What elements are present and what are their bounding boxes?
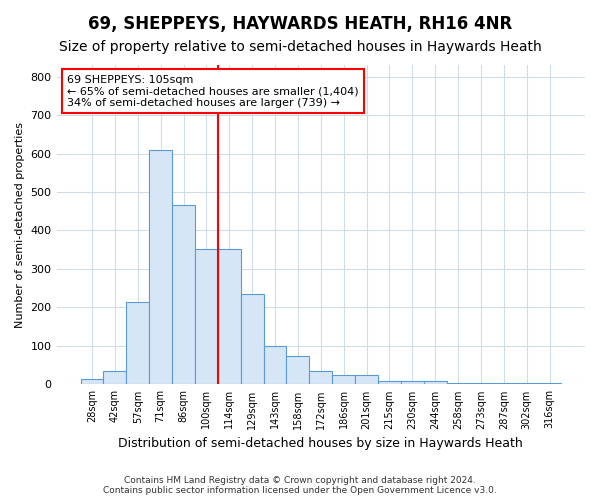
Text: 69 SHEPPEYS: 105sqm
← 65% of semi-detached houses are smaller (1,404)
34% of sem: 69 SHEPPEYS: 105sqm ← 65% of semi-detach… (67, 74, 359, 108)
Bar (378, 380, 401, 384)
X-axis label: Distribution of semi-detached houses by size in Haywards Heath: Distribution of semi-detached houses by … (118, 437, 523, 450)
Bar (195, 249, 218, 384)
Bar (355, 375, 378, 384)
Bar (401, 380, 424, 384)
Bar (80, 378, 103, 384)
Bar (286, 356, 310, 384)
Bar (149, 150, 172, 384)
Bar (424, 380, 446, 384)
Bar (332, 375, 355, 384)
Bar (218, 249, 241, 384)
Bar (241, 294, 263, 384)
Bar (103, 371, 127, 384)
Y-axis label: Number of semi-detached properties: Number of semi-detached properties (15, 122, 25, 328)
Bar (446, 382, 469, 384)
Bar (263, 346, 286, 385)
Text: Size of property relative to semi-detached houses in Haywards Heath: Size of property relative to semi-detach… (59, 40, 541, 54)
Text: 69, SHEPPEYS, HAYWARDS HEATH, RH16 4NR: 69, SHEPPEYS, HAYWARDS HEATH, RH16 4NR (88, 15, 512, 33)
Bar (127, 302, 149, 384)
Bar (310, 371, 332, 384)
Text: Contains HM Land Registry data © Crown copyright and database right 2024.
Contai: Contains HM Land Registry data © Crown c… (103, 476, 497, 495)
Bar (515, 382, 538, 384)
Bar (172, 206, 195, 384)
